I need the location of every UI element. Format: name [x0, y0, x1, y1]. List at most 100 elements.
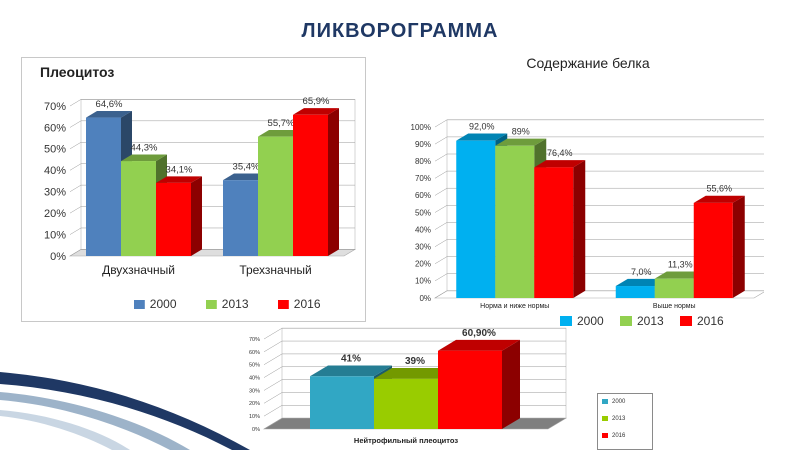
gridline-side	[69, 249, 82, 257]
data-label: 55,7%	[268, 118, 295, 129]
y-tick-label: 50%	[44, 144, 66, 156]
legend-swatch	[602, 433, 608, 438]
gridline-side	[434, 290, 448, 299]
legend-label: 2016	[697, 314, 724, 328]
bar-top	[293, 108, 339, 115]
y-tick-label: 20%	[44, 208, 66, 220]
y-tick-label: 50%	[415, 208, 431, 217]
legend-swatch	[560, 316, 572, 326]
y-tick-label: 20%	[249, 401, 260, 407]
y-tick-label: 30%	[249, 388, 260, 394]
bar-top	[121, 154, 167, 162]
bar-top	[258, 130, 304, 137]
y-tick-label: 60%	[249, 350, 260, 356]
bar-top	[534, 160, 586, 168]
bar	[223, 180, 258, 256]
gridline-side	[434, 170, 448, 179]
gridline-side	[263, 379, 283, 391]
data-label: 55,6%	[706, 184, 732, 194]
y-tick-label: 50%	[249, 363, 260, 369]
y-tick-label: 60%	[44, 122, 66, 134]
chart-title: Содержание белка	[526, 55, 649, 71]
y-tick-label: 70%	[44, 101, 66, 113]
neutrophil-legend: 2000 2013 2016	[597, 393, 653, 450]
gridline-side	[434, 273, 448, 282]
gridline-side	[434, 119, 448, 128]
bar	[693, 202, 733, 298]
y-tick-label: 20%	[415, 260, 431, 269]
data-label: 64,6%	[96, 99, 123, 110]
bar	[534, 167, 574, 298]
y-tick-label: 0%	[252, 427, 260, 433]
y-tick-label: 30%	[44, 187, 66, 199]
data-label: 39%	[405, 356, 425, 367]
bar	[456, 140, 496, 298]
gridline-side	[434, 239, 448, 247]
bar-top	[374, 368, 456, 379]
legend-item-2016: 2016	[602, 433, 625, 443]
data-label: 34,1%	[166, 164, 193, 175]
gridline-side	[69, 206, 82, 214]
bar-side	[191, 176, 202, 256]
bar	[121, 161, 156, 256]
gridline-side	[434, 205, 448, 213]
data-label: 35,4%	[233, 162, 260, 173]
y-tick-label: 10%	[249, 414, 260, 420]
bar	[654, 278, 694, 298]
bar	[86, 117, 121, 256]
legend-swatch	[206, 300, 217, 309]
gridline-side	[263, 366, 283, 378]
legend-label: 2016	[612, 433, 626, 440]
y-tick-label: 30%	[415, 243, 431, 252]
gridline-side	[69, 184, 82, 192]
chart-protein-svg: Содержание белка 0% 10% 20% 30% 40% 50% 60% 70% 8…	[411, 55, 768, 328]
legend-item-2013: 2013	[602, 416, 625, 426]
gridline-side	[434, 222, 448, 230]
legend-label: 2000	[577, 314, 604, 328]
gridline-side	[263, 327, 283, 340]
y-tick-label: 70%	[249, 337, 260, 343]
gridline-side	[263, 392, 283, 404]
y-tick-label: 60%	[415, 191, 431, 200]
gridline-side	[69, 120, 82, 128]
data-label: 11,3%	[668, 259, 693, 269]
bar	[438, 350, 502, 429]
y-tick-label: 40%	[249, 375, 260, 381]
legend-swatch	[134, 300, 145, 309]
legend-label: 2000	[612, 399, 626, 406]
bar-top	[495, 138, 547, 146]
chart-title: Плеоцитоз	[40, 64, 114, 80]
gridline-side	[263, 353, 283, 365]
gridline-side	[69, 163, 82, 171]
y-tick-label: 70%	[415, 174, 431, 183]
data-label: 44,3%	[131, 142, 158, 153]
y-tick-label: 90%	[415, 140, 431, 149]
gridline-side	[263, 417, 283, 430]
legend-item-2000: 2000	[602, 399, 625, 409]
bar-top	[156, 176, 202, 183]
bar	[495, 145, 535, 298]
legend-swatch	[602, 416, 608, 421]
gridline-side	[434, 256, 448, 265]
legend-label: 2000	[150, 297, 177, 311]
data-label: 41%	[341, 353, 361, 364]
y-tick-label: 100%	[411, 123, 431, 132]
y-tick-label: 40%	[415, 225, 431, 234]
data-label: 92,0%	[469, 121, 495, 131]
bar-side	[328, 108, 339, 256]
gridline-side	[434, 136, 448, 145]
gridline-side	[69, 227, 82, 235]
bar-side	[732, 195, 745, 298]
category-label: Нейтрофильный плеоцитоз	[354, 436, 458, 445]
bar-top	[654, 271, 706, 279]
chart-protein: Содержание белка 0% 10% 20% 30% 40% 50% 60% 70% 8…	[389, 50, 768, 330]
legend-swatch	[680, 316, 692, 326]
y-tick-label: 0%	[50, 251, 66, 263]
gridline-side	[434, 153, 448, 162]
bar-side	[573, 160, 586, 298]
category-label: Трехзначный	[239, 263, 311, 277]
bar-top	[310, 365, 392, 377]
data-label: 89%	[512, 127, 530, 137]
data-label: 7,0%	[631, 267, 652, 277]
bar	[293, 114, 328, 257]
